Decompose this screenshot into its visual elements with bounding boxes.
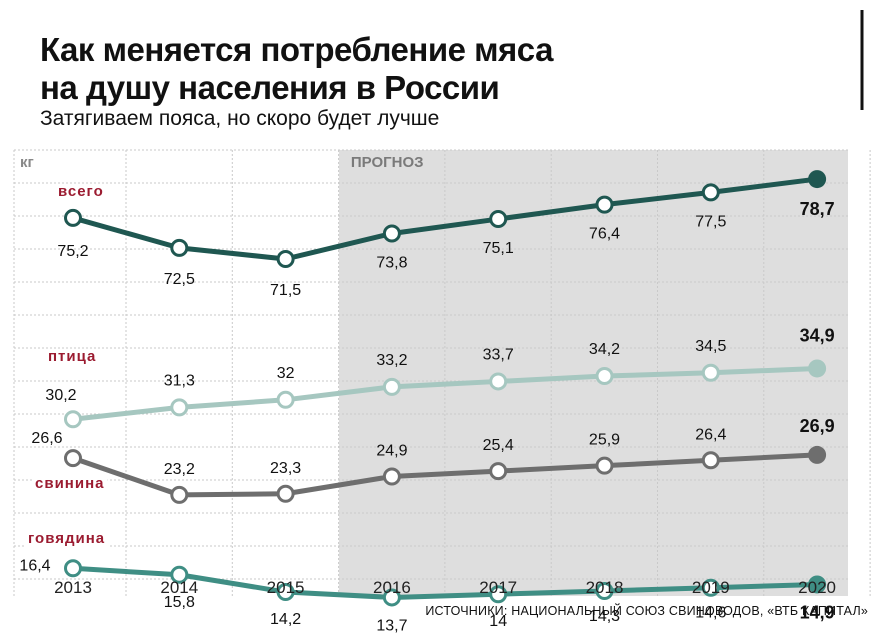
data-label: 75,2	[57, 243, 88, 260]
data-label: 26,6	[31, 430, 62, 447]
data-label: 33,2	[376, 352, 407, 369]
data-label: 14,2	[270, 611, 301, 628]
data-label: 78,7	[800, 199, 835, 219]
data-label: 30,2	[45, 387, 76, 404]
x-tick-label: 2017	[479, 578, 517, 597]
data-point	[64, 410, 82, 429]
data-label: 32	[277, 365, 295, 382]
data-label: 34,2	[589, 341, 620, 358]
data-point	[808, 359, 827, 378]
data-label: 15,8	[164, 594, 195, 611]
series-line	[70, 565, 820, 600]
data-label: 76,4	[589, 226, 620, 243]
data-point	[595, 195, 614, 214]
data-point	[382, 588, 401, 607]
series-2	[64, 359, 827, 429]
chart-title-line-1: Как меняется потребление мяса	[40, 31, 553, 68]
data-label: 26,9	[800, 416, 835, 436]
data-point	[489, 462, 508, 481]
data-label: 16,4	[19, 557, 50, 574]
series-name-label: птица	[48, 348, 96, 365]
data-point	[170, 238, 189, 257]
data-label: 73,8	[376, 254, 407, 271]
data-point	[595, 367, 614, 386]
series-line	[70, 365, 820, 422]
forecast-area	[338, 150, 848, 596]
data-point	[701, 183, 720, 202]
series-3	[64, 445, 827, 504]
data-point	[170, 485, 189, 504]
data-label: 14,9	[800, 602, 835, 622]
data-point	[701, 451, 720, 470]
data-label: 25,9	[589, 432, 620, 449]
x-tick-label: 2019	[692, 578, 730, 597]
data-point	[170, 398, 189, 417]
data-point	[808, 445, 827, 464]
data-point	[489, 372, 508, 391]
data-label: 14	[489, 613, 507, 630]
data-label: 77,5	[695, 213, 726, 230]
data-label: 75,1	[483, 240, 514, 257]
x-tick-label: 2014	[160, 578, 198, 597]
data-label: 34,5	[695, 338, 726, 355]
data-label: 26,4	[695, 426, 726, 443]
data-label: 23,3	[270, 460, 301, 477]
data-point	[64, 208, 82, 227]
data-label: 14,3	[589, 608, 620, 625]
data-label: 33,7	[483, 346, 514, 363]
data-point	[276, 583, 295, 602]
data-label: 23,2	[164, 461, 195, 478]
data-point	[701, 363, 720, 382]
chart-subtitle: Затягиваем пояса, но скоро будет лучше	[40, 107, 440, 130]
series-name-label: свинина	[35, 475, 104, 492]
data-label: 34,9	[800, 325, 835, 345]
data-point	[808, 170, 827, 189]
forecast-label: ПРОГНОЗ	[351, 154, 424, 171]
data-point	[382, 224, 401, 243]
data-label: 25,4	[483, 437, 514, 454]
data-point	[701, 578, 720, 597]
data-point	[64, 449, 82, 468]
series-line	[70, 452, 820, 498]
data-point	[808, 575, 827, 594]
series-name-backing	[32, 474, 108, 493]
series-name-backing	[25, 529, 109, 548]
x-tick-label: 2015	[267, 578, 305, 597]
data-label: 13,7	[376, 617, 407, 634]
data-point	[489, 210, 508, 229]
data-point	[276, 390, 295, 409]
source-note: ИСТОЧНИКИ: НАЦИОНАЛЬНЫЙ СОЮЗ СВИНОВОДОВ,…	[425, 604, 868, 618]
x-tick-label: 2016	[373, 578, 411, 597]
data-point	[382, 467, 401, 486]
series-4	[64, 559, 827, 607]
data-label: 24,9	[376, 442, 407, 459]
unit-label: кг	[20, 154, 34, 171]
data-point	[64, 559, 82, 578]
series-line	[70, 176, 820, 262]
data-point	[382, 377, 401, 396]
data-point	[595, 456, 614, 475]
data-point	[595, 581, 614, 600]
data-point	[170, 565, 189, 584]
data-label: 71,5	[270, 282, 301, 299]
series-name-label: говядина	[28, 530, 105, 547]
series-1	[64, 170, 827, 268]
chart-title-line-2: на душу населения в России	[40, 69, 500, 106]
x-tick-label: 2018	[586, 578, 624, 597]
data-point	[489, 585, 508, 604]
grid-layer	[13, 149, 871, 596]
series-name-label: всего	[58, 183, 104, 200]
data-label: 14,6	[695, 605, 726, 622]
x-tick-label: 2020	[798, 578, 836, 597]
data-point	[276, 250, 295, 268]
data-label: 31,3	[164, 372, 195, 389]
data-point	[276, 484, 295, 503]
text-layer: кг ПРОГНОЗ 2013 2014 2015 2016 2017 2018 2019 202…	[19, 154, 836, 634]
series-layer	[64, 170, 827, 607]
x-tick-label: 2013	[54, 578, 92, 597]
data-label: 72,5	[164, 271, 195, 288]
